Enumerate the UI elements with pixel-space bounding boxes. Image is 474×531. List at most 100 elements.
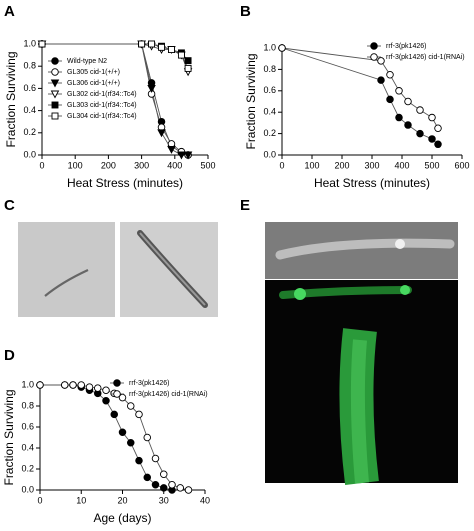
micrograph-c1 <box>18 222 115 317</box>
legend-label: rrf-3(pk1426) cid-1(RNAi) <box>386 54 465 61</box>
x-tick-label: 20 <box>117 495 127 505</box>
y-tick-label: 1.0 <box>263 42 276 52</box>
panel-label: D <box>4 347 15 364</box>
micrograph-e-fluorescence <box>265 280 458 486</box>
marker <box>135 410 143 419</box>
x-tick-label: 500 <box>200 160 215 170</box>
x-tick-label: 100 <box>304 160 319 170</box>
x-axis-label: Age (days) <box>93 511 151 525</box>
marker <box>138 40 146 48</box>
x-tick-label: 200 <box>101 160 116 170</box>
marker <box>110 410 118 419</box>
marker <box>386 70 394 79</box>
marker <box>159 470 168 479</box>
marker <box>143 473 151 482</box>
series-line <box>42 43 189 156</box>
y-tick-label: 0.2 <box>21 463 34 473</box>
x-tick-label: 10 <box>76 495 86 505</box>
legend-label: GL305 cid-1(+/+) <box>67 69 120 76</box>
marker <box>135 456 143 465</box>
legend-label: rrf-3(pk1426) <box>129 380 169 387</box>
y-axis-label: Fraction Surviving <box>2 389 16 485</box>
legend-label: rrf-3(pk1426) <box>386 43 426 50</box>
panel-label: E <box>240 197 250 214</box>
marker <box>158 43 165 51</box>
marker <box>416 106 424 114</box>
marker <box>69 381 77 389</box>
series-line <box>281 47 439 145</box>
marker <box>85 383 94 391</box>
legend-label: GL302 cid-1(rf34::Tc4) <box>67 91 137 98</box>
x-tick-label: 600 <box>454 160 469 170</box>
y-tick-label: 0.0 <box>263 149 276 159</box>
marker <box>176 484 184 492</box>
marker <box>168 46 175 53</box>
legend-label: rrf-3(pk1426) cid-1(RNAi) <box>129 391 208 398</box>
legend-marker <box>51 57 59 65</box>
y-tick-label: 0.0 <box>21 484 34 494</box>
marker <box>126 402 135 410</box>
panel-label: B <box>240 3 251 20</box>
marker <box>147 84 156 93</box>
micrograph-e-brightfield <box>265 222 458 279</box>
marker <box>377 76 385 84</box>
y-tick-label: 0.4 <box>23 105 36 115</box>
x-tick-label: 30 <box>159 495 169 505</box>
marker <box>148 40 156 48</box>
x-tick-label: 40 <box>200 495 210 505</box>
x-tick-label: 0 <box>39 160 44 170</box>
legend-marker <box>50 90 60 99</box>
y-tick-label: 0.4 <box>21 442 34 452</box>
panel-label: C <box>4 197 15 214</box>
x-axis-label: Heat Stress (minutes) <box>314 176 430 190</box>
x-tick-label: 400 <box>167 160 182 170</box>
legend-marker <box>370 42 378 50</box>
y-tick-label: 0.6 <box>263 85 276 95</box>
marker <box>184 486 193 494</box>
marker <box>102 386 110 395</box>
marker <box>93 384 102 392</box>
legend-marker <box>51 68 59 76</box>
x-tick-label: 200 <box>334 160 349 170</box>
marker <box>168 481 176 489</box>
marker <box>183 151 193 160</box>
marker <box>395 113 403 122</box>
y-tick-label: 1.0 <box>21 379 34 389</box>
marker <box>167 146 176 154</box>
series-line <box>42 43 189 61</box>
marker <box>159 484 168 492</box>
marker <box>143 433 151 442</box>
marker <box>386 95 394 104</box>
marker <box>377 57 385 65</box>
micrograph-c2 <box>120 222 218 317</box>
y-tick-label: 1.0 <box>23 38 36 48</box>
marker <box>184 57 192 65</box>
marker <box>61 381 69 389</box>
x-tick-label: 0 <box>279 160 284 170</box>
x-tick-label: 100 <box>68 160 83 170</box>
legend-marker <box>51 101 59 109</box>
marker <box>434 140 442 149</box>
marker <box>118 428 127 437</box>
marker <box>126 439 135 447</box>
marker <box>157 129 166 138</box>
marker <box>102 397 110 405</box>
marker <box>428 113 436 122</box>
y-tick-label: 0.8 <box>263 64 276 74</box>
legend-label: GL306 cid-1(+/+) <box>67 80 120 87</box>
marker <box>177 51 185 59</box>
legend-label: GL304 cid-1(rf34::Tc4) <box>67 113 137 120</box>
marker <box>151 481 160 489</box>
marker <box>404 97 412 106</box>
marker <box>278 44 286 52</box>
marker <box>151 454 160 463</box>
marker <box>77 381 85 389</box>
x-tick-label: 500 <box>424 160 439 170</box>
y-tick-label: 0.0 <box>23 149 36 159</box>
y-tick-label: 0.6 <box>21 421 34 431</box>
x-tick-label: 400 <box>394 160 409 170</box>
legend-marker <box>50 79 60 88</box>
marker <box>184 64 192 72</box>
y-tick-label: 0.6 <box>23 83 36 93</box>
